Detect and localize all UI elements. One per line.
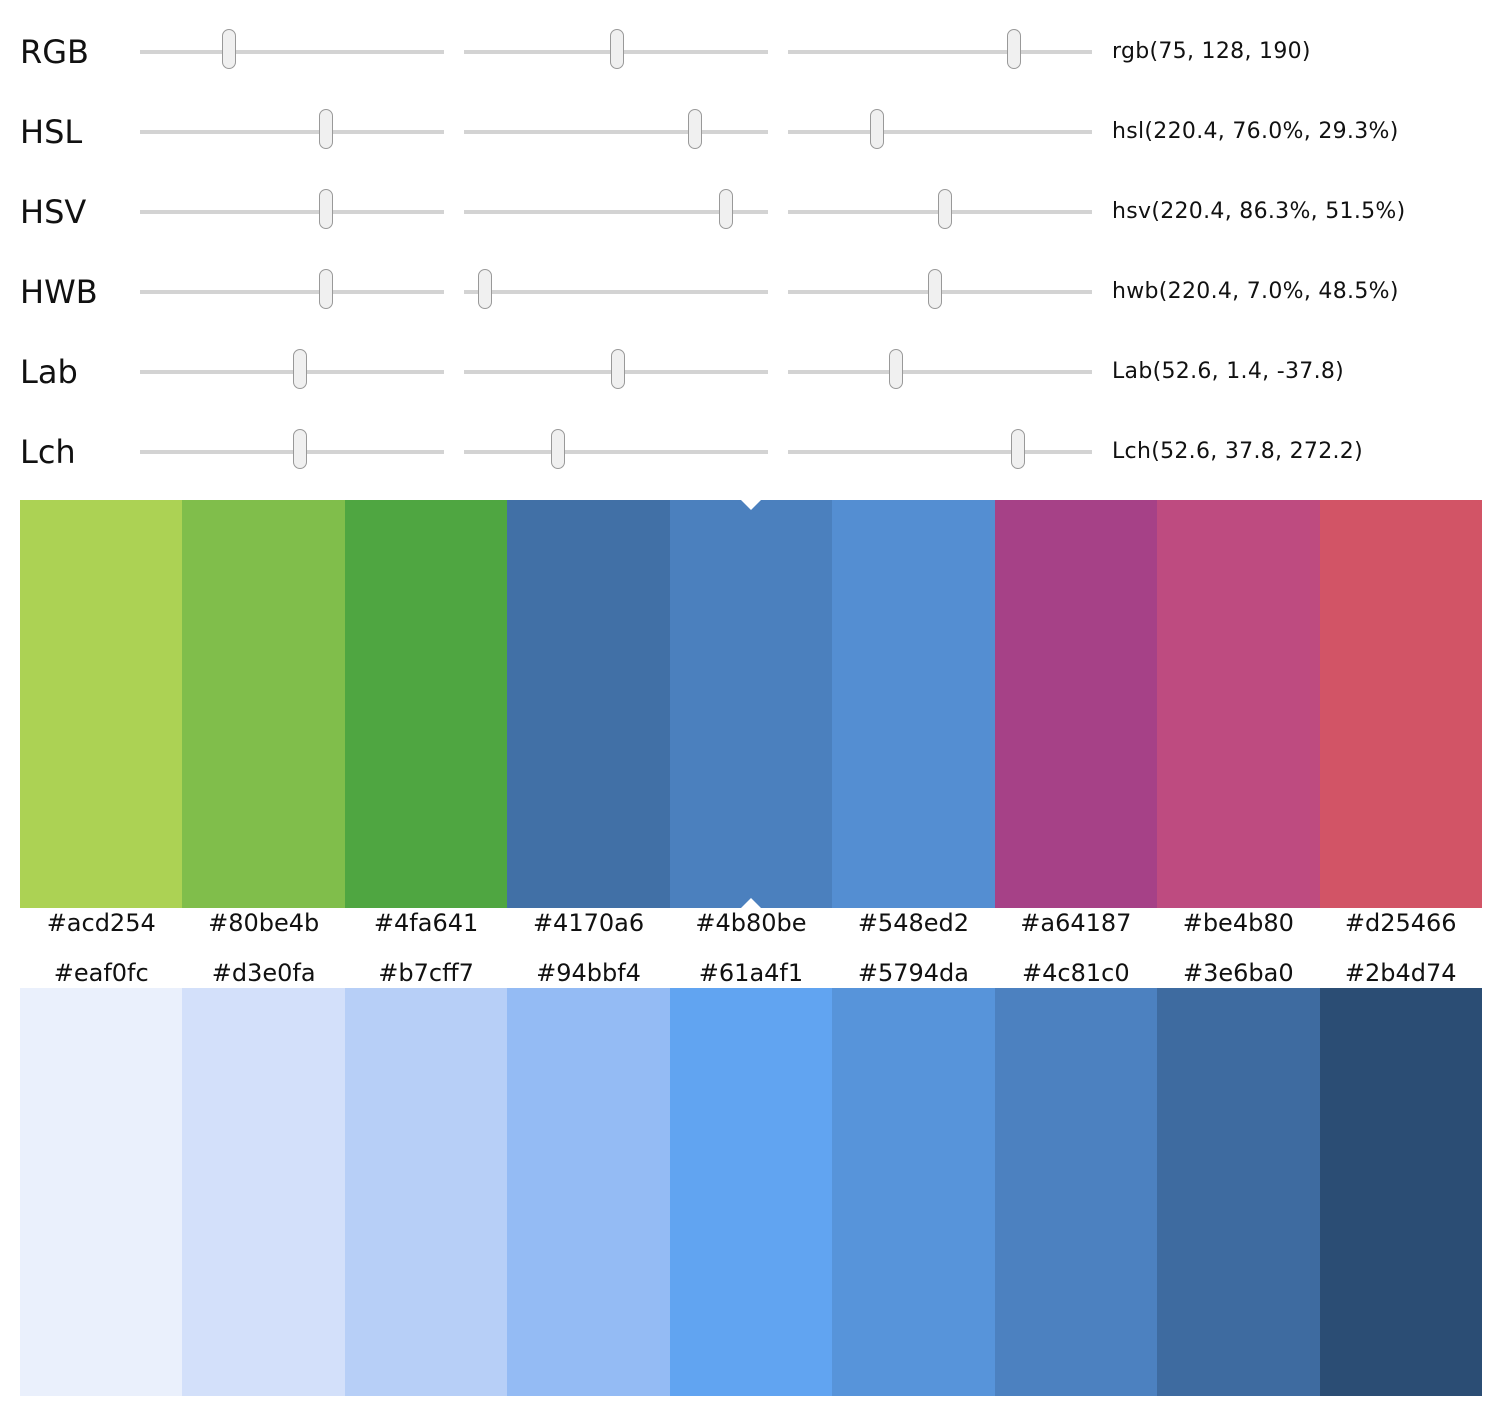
selected-marker-top — [741, 500, 761, 510]
row-rgb: RGB rgb(75, 128, 190) — [0, 2, 1501, 82]
swatch-hex-label: #94bbf4 — [536, 959, 641, 987]
swatch[interactable] — [1319, 988, 1482, 1396]
swatch-hex-label: #4fa641 — [373, 909, 479, 937]
swatch-hex-label: #3e6ba0 — [1182, 959, 1294, 987]
slider-thumb[interactable] — [609, 29, 624, 69]
slider-lch-1[interactable] — [140, 429, 444, 469]
shade-palette-labels: #eaf0fc #d3e0fa #b7cff7 #94bbf4 #61a4f1 #5794… — [20, 959, 1482, 987]
swatch[interactable] — [182, 500, 345, 908]
slider-thumb[interactable] — [1010, 429, 1025, 469]
model-label: HSL — [20, 113, 83, 151]
swatch[interactable] — [20, 500, 183, 908]
row-hsl: HSL hsl(220.4, 76.0%, 29.3%) — [0, 82, 1501, 162]
swatch-hex-label: #d25466 — [1344, 909, 1457, 937]
row-lch: Lch Lch(52.6, 37.8, 272.2) — [0, 402, 1501, 482]
slider-lab-2[interactable] — [464, 349, 768, 389]
slider-hsl-3[interactable] — [788, 109, 1092, 149]
slider-rgb-3[interactable] — [788, 29, 1092, 69]
swatch-hex-label: #be4b80 — [1182, 909, 1294, 937]
harmony-palette-labels: #acd254 #80be4b #4fa641 #4170a6 #4b80be #548e… — [20, 909, 1482, 937]
slider-lab-3[interactable] — [788, 349, 1092, 389]
model-value: hsl(220.4, 76.0%, 29.3%) — [1112, 119, 1399, 144]
slider-hsv-1[interactable] — [140, 189, 444, 229]
slider-thumb[interactable] — [319, 109, 334, 149]
slider-thumb[interactable] — [551, 429, 566, 469]
slider-hwb-2[interactable] — [464, 269, 768, 309]
swatch-hex-label: #80be4b — [208, 909, 320, 937]
swatch[interactable] — [1319, 500, 1482, 908]
row-hwb: HWB hwb(220.4, 7.0%, 48.5%) — [0, 242, 1501, 322]
slider-hsl-2[interactable] — [464, 109, 768, 149]
swatch-hex-label: #4c81c0 — [1022, 959, 1130, 987]
swatch-hex-label: #61a4f1 — [698, 959, 804, 987]
shade-palette — [20, 988, 1482, 1396]
swatch[interactable] — [669, 988, 833, 1396]
slider-hsv-3[interactable] — [788, 189, 1092, 229]
slider-thumb[interactable] — [611, 349, 626, 389]
slider-thumb[interactable] — [719, 189, 734, 229]
swatch[interactable] — [344, 988, 508, 1396]
model-label: Lab — [20, 353, 78, 391]
slider-thumb[interactable] — [319, 269, 334, 309]
slider-lch-3[interactable] — [788, 429, 1092, 469]
swatch[interactable] — [669, 500, 833, 908]
model-label: HSV — [20, 193, 87, 231]
swatch[interactable] — [832, 988, 995, 1396]
swatch-hex-label: #2b4d74 — [1344, 959, 1457, 987]
swatch-hex-label: #4b80be — [695, 909, 807, 937]
slider-thumb[interactable] — [222, 29, 237, 69]
row-hsv: HSV hsv(220.4, 86.3%, 51.5%) — [0, 162, 1501, 242]
slider-thumb[interactable] — [319, 189, 334, 229]
model-label: Lch — [20, 433, 76, 471]
row-lab: Lab Lab(52.6, 1.4, -37.8) — [0, 322, 1501, 402]
harmony-palette — [20, 500, 1482, 908]
slider-hsl-1[interactable] — [140, 109, 444, 149]
model-value: rgb(75, 128, 190) — [1112, 39, 1311, 64]
slider-thumb[interactable] — [292, 429, 307, 469]
swatch-hex-label: #acd254 — [46, 909, 156, 937]
swatch[interactable] — [182, 988, 345, 1396]
slider-thumb[interactable] — [292, 349, 307, 389]
swatch[interactable] — [344, 500, 508, 908]
swatch[interactable] — [994, 500, 1158, 908]
slider-thumb[interactable] — [688, 109, 703, 149]
slider-thumb[interactable] — [478, 269, 493, 309]
slider-hwb-1[interactable] — [140, 269, 444, 309]
swatch-hex-label: #b7cff7 — [378, 959, 474, 987]
swatch[interactable] — [1157, 988, 1320, 1396]
swatch[interactable] — [1157, 500, 1320, 908]
swatch[interactable] — [507, 988, 670, 1396]
swatch[interactable] — [507, 500, 670, 908]
slider-thumb[interactable] — [937, 189, 952, 229]
model-value: Lab(52.6, 1.4, -37.8) — [1112, 359, 1345, 384]
slider-rgb-1[interactable] — [140, 29, 444, 69]
slider-hwb-3[interactable] — [788, 269, 1092, 309]
swatch-hex-label: #a64187 — [1020, 909, 1132, 937]
slider-lab-1[interactable] — [140, 349, 444, 389]
slider-hsv-2[interactable] — [464, 189, 768, 229]
swatch-hex-label: #5794da — [857, 959, 969, 987]
model-label: RGB — [20, 33, 89, 71]
swatch-hex-label: #d3e0fa — [211, 959, 316, 987]
slider-rgb-2[interactable] — [464, 29, 768, 69]
model-value: Lch(52.6, 37.8, 272.2) — [1112, 439, 1363, 464]
slider-thumb[interactable] — [870, 109, 885, 149]
model-label: HWB — [20, 273, 98, 311]
selected-marker-bottom — [741, 898, 761, 908]
swatch[interactable] — [20, 988, 183, 1396]
slider-thumb[interactable] — [1007, 29, 1022, 69]
swatch[interactable] — [994, 988, 1158, 1396]
slider-lch-2[interactable] — [464, 429, 768, 469]
slider-thumb[interactable] — [888, 349, 903, 389]
swatch[interactable] — [832, 500, 995, 908]
swatch-hex-label: #eaf0fc — [53, 959, 149, 987]
swatch-hex-label: #4170a6 — [532, 909, 645, 937]
slider-thumb[interactable] — [928, 269, 943, 309]
swatch-hex-label: #548ed2 — [857, 909, 969, 937]
model-value: hsv(220.4, 86.3%, 51.5%) — [1112, 199, 1406, 224]
model-value: hwb(220.4, 7.0%, 48.5%) — [1112, 279, 1399, 304]
